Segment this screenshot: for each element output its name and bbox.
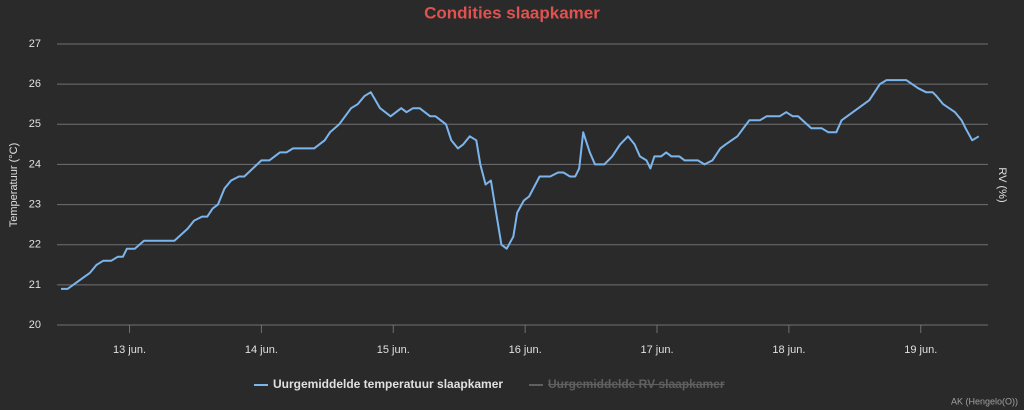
y-tick-label: 26 [29,78,41,90]
y-tick-label: 20 [29,319,41,331]
x-tick-label: 14 jun. [245,344,278,356]
y-tick-label: 22 [29,239,41,251]
x-tick-label: 17 jun. [640,344,673,356]
chart-title: Condities slaapkamer [424,3,600,22]
y-tick-label: 21 [29,279,41,291]
legend-label[interactable]: Uurgemiddelde temperatuur slaapkamer [273,377,503,391]
y-axis-label: Temperatuur (°C) [8,143,20,227]
y-tick-label: 23 [29,198,41,210]
x-tick-label: 16 jun. [509,344,542,356]
y-tick-label: 27 [29,38,41,50]
data-line [61,79,980,290]
x-tick-label: 18 jun. [772,344,805,356]
x-tick-label: 13 jun. [113,344,146,356]
legend-label[interactable]: Uurgemiddelde RV slaapkamer [548,377,725,391]
x-tick-label: 15 jun. [377,344,410,356]
y-tick-label: 25 [29,118,41,130]
y2-axis-label: RV (%) [996,167,1008,202]
y-tick-label: 24 [29,158,41,170]
x-tick-label: 19 jun. [904,344,937,356]
credits: AK (Hengelo(O)) [951,396,1018,406]
